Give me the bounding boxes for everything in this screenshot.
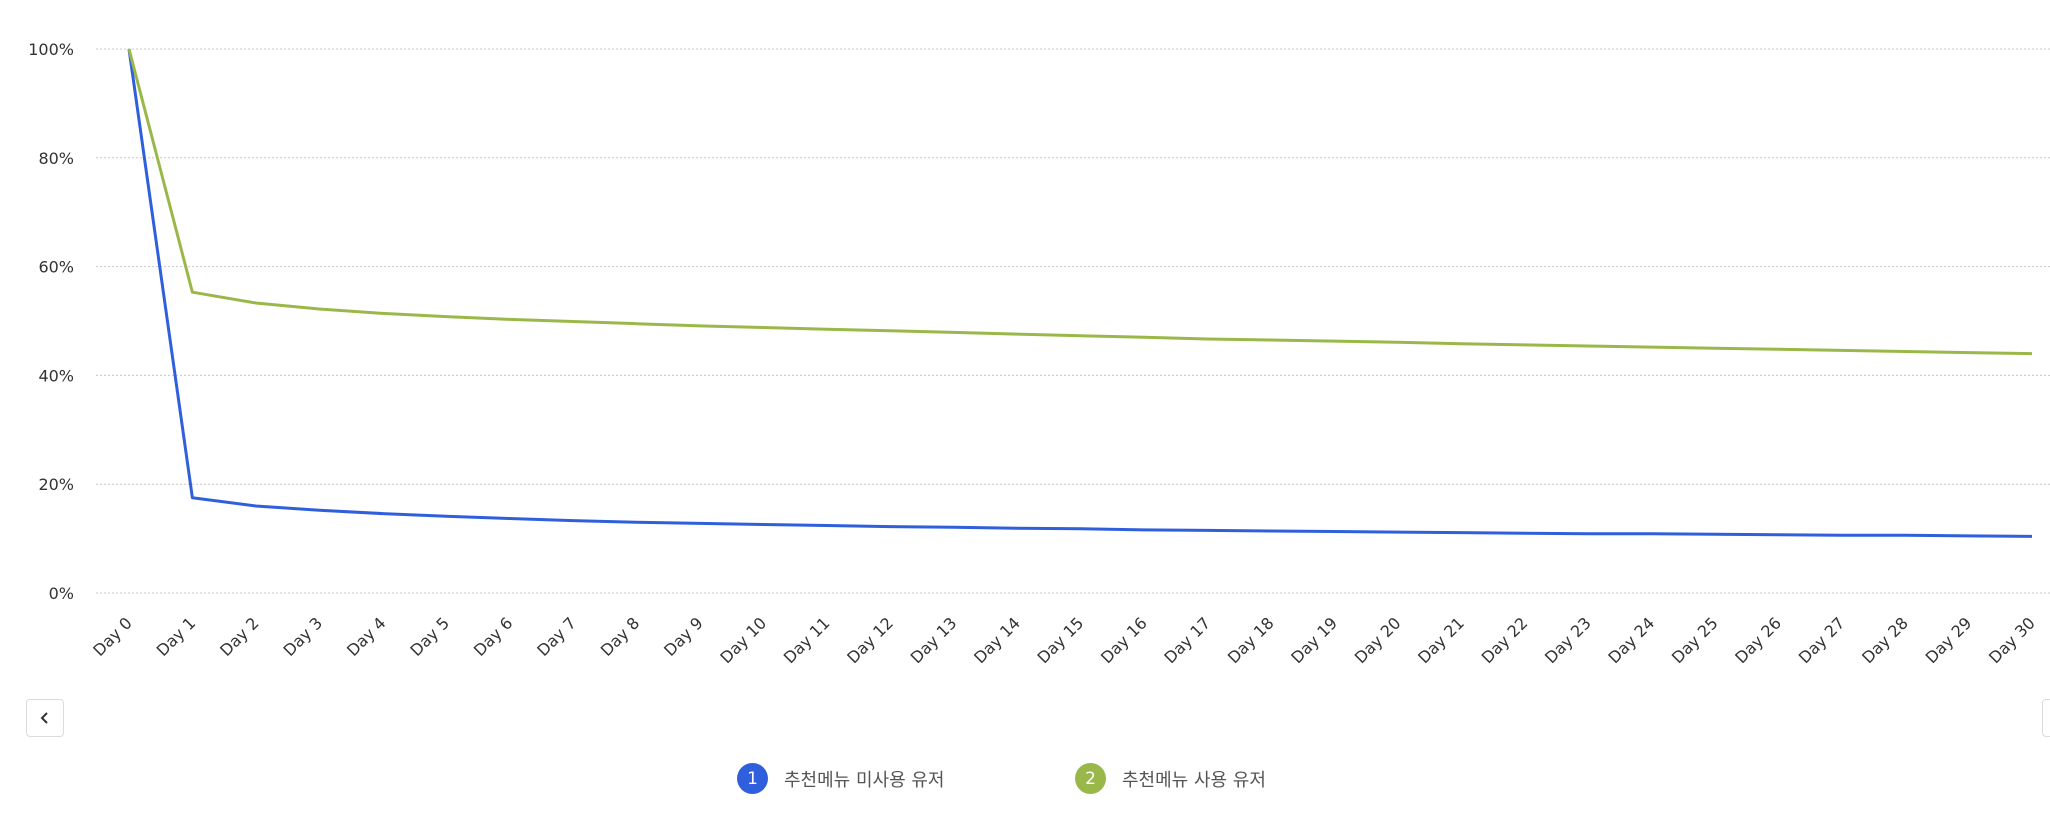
x-tick-label: Day 18 xyxy=(1224,613,1278,667)
x-tick-label: Day 30 xyxy=(1985,613,2039,667)
x-tick-label: Day 12 xyxy=(843,613,897,667)
x-tick-label: Day 23 xyxy=(1541,613,1595,667)
x-tick-label: Day 9 xyxy=(660,613,707,660)
x-tick-label: Day 17 xyxy=(1160,613,1214,667)
y-tick-label: 20% xyxy=(38,475,74,494)
x-tick-label: Day 27 xyxy=(1795,613,1849,667)
legend-item-series-2[interactable]: 2 추천메뉴 사용 유저 xyxy=(1075,763,1266,794)
x-tick-label: Day 15 xyxy=(1034,613,1088,667)
y-tick-label: 60% xyxy=(38,258,74,277)
series-lines xyxy=(127,48,2033,538)
y-tick-label: 0% xyxy=(49,584,74,603)
x-tick-label: Day 5 xyxy=(406,613,453,660)
x-tick-label: Day 14 xyxy=(970,613,1024,667)
x-tick-label: Day 29 xyxy=(1922,613,1976,667)
x-tick-label: Day 21 xyxy=(1414,613,1468,667)
series-line-2 xyxy=(127,48,2033,356)
chevron-left-icon xyxy=(40,712,48,724)
grid-lines xyxy=(96,48,2050,594)
x-tick-label: Day 25 xyxy=(1668,613,1722,667)
y-tick-label: 80% xyxy=(38,149,74,168)
legend-badge-2: 2 xyxy=(1075,763,1106,794)
y-axis-ticks: 0% 20% 40% 60% 80% 100% xyxy=(28,40,74,603)
series-line-1 xyxy=(127,48,2033,538)
chart-legend: 1 추천메뉴 미사용 유저 2 추천메뉴 사용 유저 xyxy=(0,763,2050,799)
x-tick-label: Day 10 xyxy=(716,613,770,667)
prev-button[interactable] xyxy=(26,699,64,737)
x-tick-label: Day 22 xyxy=(1478,613,1532,667)
x-tick-label: Day 6 xyxy=(470,613,517,660)
x-tick-label: Day 8 xyxy=(597,613,644,660)
legend-label-2: 추천메뉴 사용 유저 xyxy=(1122,769,1266,791)
x-tick-label: Day 7 xyxy=(533,613,580,660)
x-axis-ticks: Day 0 Day 1 Day 2 Day 3 Day 4 Day 5 Day 6 Day 7… xyxy=(89,613,2039,667)
x-tick-label: Day 28 xyxy=(1858,613,1912,667)
x-tick-label: Day 0 xyxy=(89,613,136,660)
x-tick-label: Day 19 xyxy=(1287,613,1341,667)
y-tick-label: 100% xyxy=(28,40,74,59)
y-tick-label: 40% xyxy=(38,366,74,385)
x-tick-label: Day 24 xyxy=(1604,613,1658,667)
x-tick-label: Day 4 xyxy=(343,613,390,660)
x-tick-label: Day 16 xyxy=(1097,613,1151,667)
legend-label-1: 추천메뉴 미사용 유저 xyxy=(784,769,945,791)
x-tick-label: Day 3 xyxy=(280,613,327,660)
x-tick-label: Day 11 xyxy=(780,613,834,667)
x-tick-label: Day 26 xyxy=(1731,613,1785,667)
legend-item-series-1[interactable]: 1 추천메뉴 미사용 유저 xyxy=(737,763,944,794)
next-button[interactable] xyxy=(2042,699,2050,737)
x-tick-label: Day 20 xyxy=(1351,613,1405,667)
legend-badge-1: 1 xyxy=(737,763,768,794)
x-tick-label: Day 13 xyxy=(907,613,961,667)
x-tick-label: Day 1 xyxy=(153,613,200,660)
x-tick-label: Day 2 xyxy=(216,613,263,660)
